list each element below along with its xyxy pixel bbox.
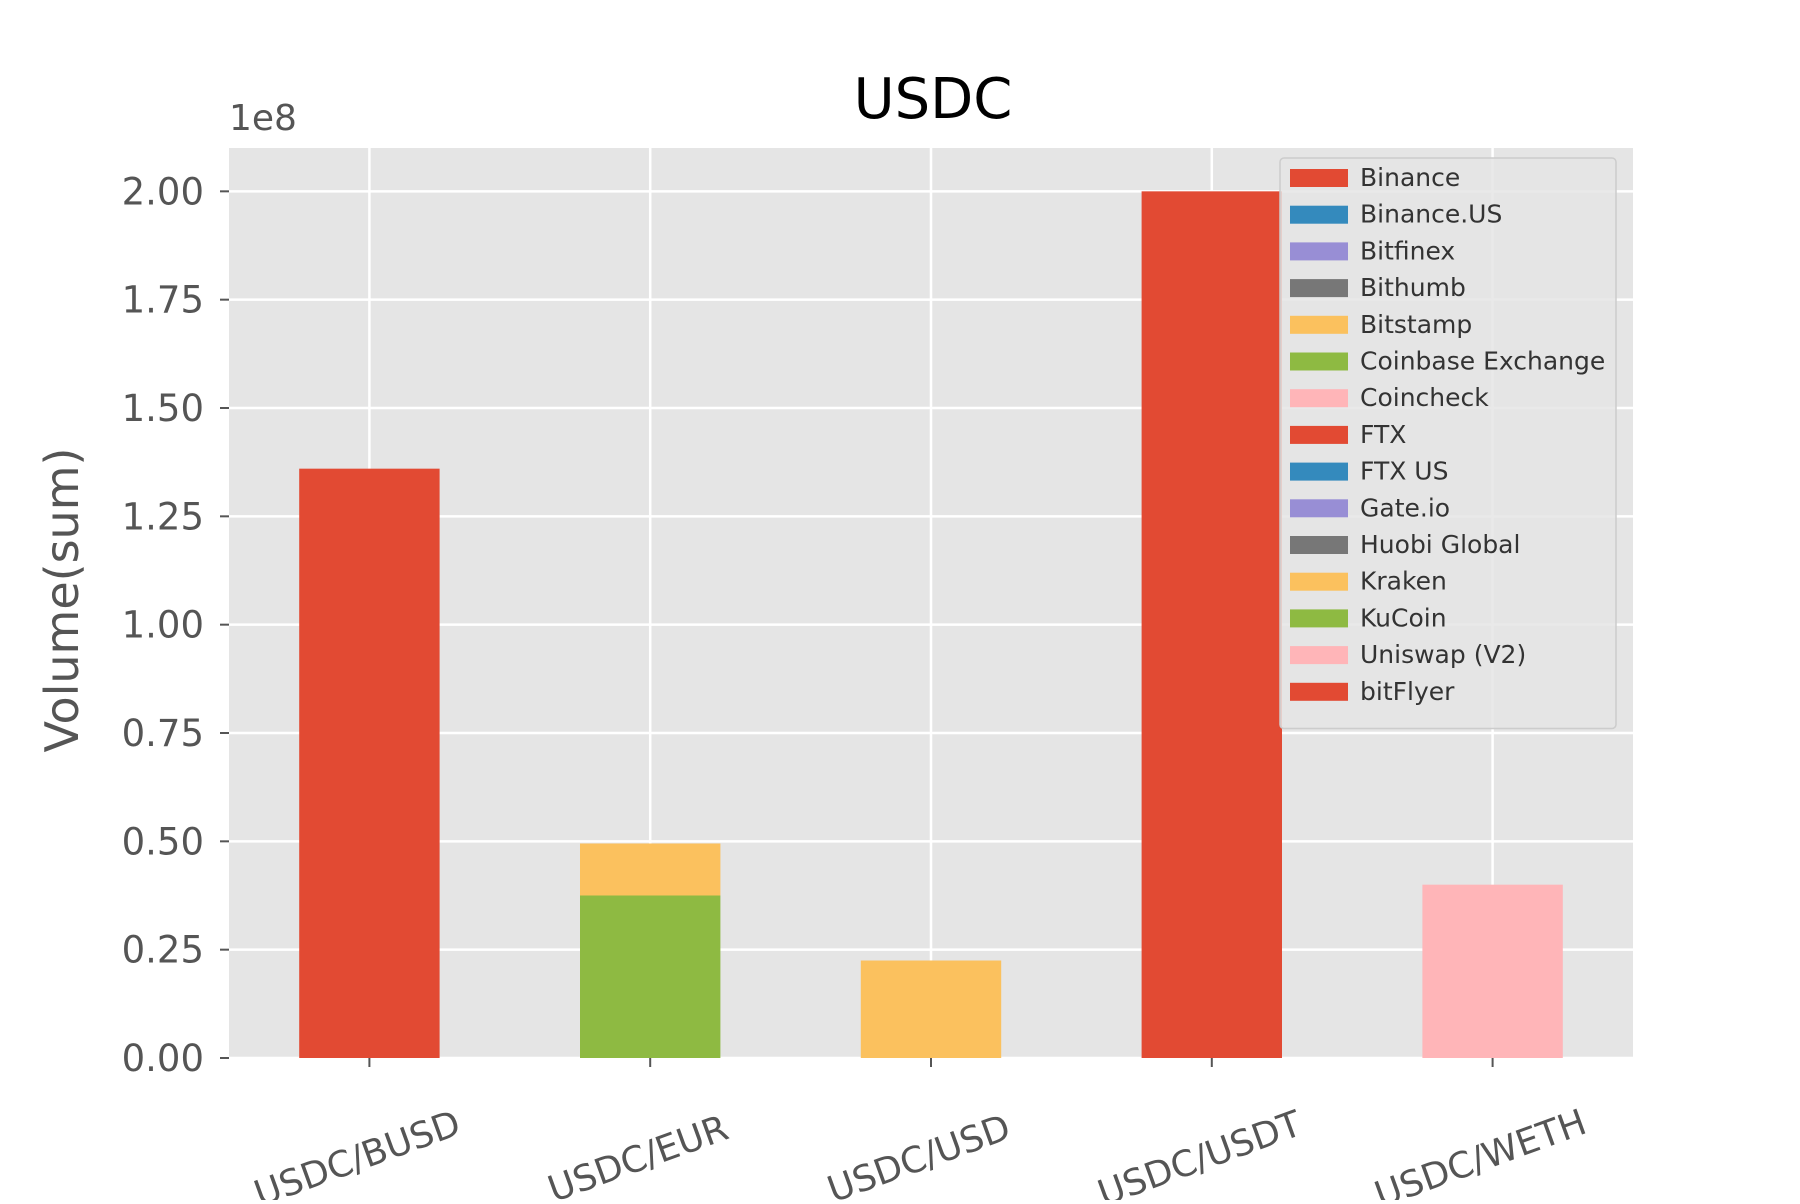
bar [580,843,721,896]
chart-title: USDC [854,67,1013,132]
legend-swatch [1290,315,1348,334]
legend: Binance Binance.US Bitfinex Bithumb Bitstamp… [1279,157,1617,730]
y-tick-label: 1.25 [122,495,204,538]
legend-swatch [1290,389,1348,408]
legend-swatch [1290,572,1348,591]
legend-label: Binance.US [1360,200,1502,229]
bar [580,895,721,1058]
legend-swatch [1290,646,1348,665]
legend-swatch [1290,609,1348,628]
legend-swatch [1290,462,1348,481]
legend-label: Uniswap (V2) [1360,640,1526,669]
y-tick-label: 1.00 [122,604,204,647]
legend-label: bitFlyer [1360,677,1455,706]
legend-label: Bitstamp [1360,310,1472,339]
legend-swatch [1290,279,1348,298]
legend-swatch [1290,682,1348,701]
y-tick-label: 2.00 [122,170,204,213]
legend-swatch [1290,425,1348,444]
legend-swatch [1290,205,1348,224]
legend-swatch [1290,169,1348,187]
legend-label: Coinbase Exchange [1360,347,1605,376]
x-tick-label: USDC/WETH [1370,1102,1592,1200]
y-tick-label: 1.75 [122,279,204,322]
bar [299,468,440,1059]
bar [1422,884,1563,1058]
legend-label: Binance [1360,163,1460,192]
legend-swatch [1290,352,1348,371]
legend-label: Gate.io [1360,493,1450,522]
legend-swatch [1290,242,1348,261]
y-axis-label: Volume(sum) [35,448,89,753]
legend-label: Coincheck [1360,383,1489,412]
legend-label: FTX US [1360,457,1448,486]
legend-label: Bitfinex [1360,236,1455,265]
y-tick-label: 0.75 [122,712,204,755]
legend-label: Huobi Global [1360,530,1520,559]
y-tick-label: 0.50 [122,820,204,863]
y-axis-offset-label: 1e8 [229,98,297,139]
y-tick-label: 1.50 [122,387,204,430]
bar [1141,191,1282,1059]
legend-label: FTX [1360,420,1406,449]
x-tick-label: USDC/USDT [1093,1103,1308,1200]
y-tick-label: 0.25 [122,929,204,972]
legend-label: Kraken [1360,567,1447,596]
x-tick-label: USDC/EUR [543,1108,734,1200]
legend-swatch [1290,499,1348,518]
legend-label: KuCoin [1360,603,1447,632]
legend-box [1279,157,1617,730]
legend-swatch [1290,536,1348,554]
bar [860,960,1002,1058]
legend-label: Bithumb [1360,273,1466,302]
y-tick-label: 0.00 [122,1037,204,1080]
x-tick-label: USDC/USD [822,1107,1016,1200]
x-tick-label: USDC/BUSD [249,1103,466,1200]
